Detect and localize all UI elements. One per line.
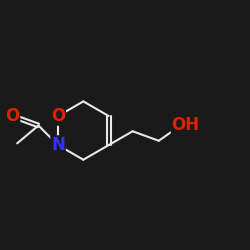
Text: O: O: [51, 107, 65, 125]
Text: N: N: [51, 136, 65, 154]
Text: OH: OH: [172, 116, 200, 134]
Text: N: N: [51, 136, 65, 154]
Text: OH: OH: [172, 116, 200, 134]
Text: O: O: [5, 107, 20, 125]
Text: O: O: [5, 107, 20, 125]
Text: O: O: [51, 107, 65, 125]
